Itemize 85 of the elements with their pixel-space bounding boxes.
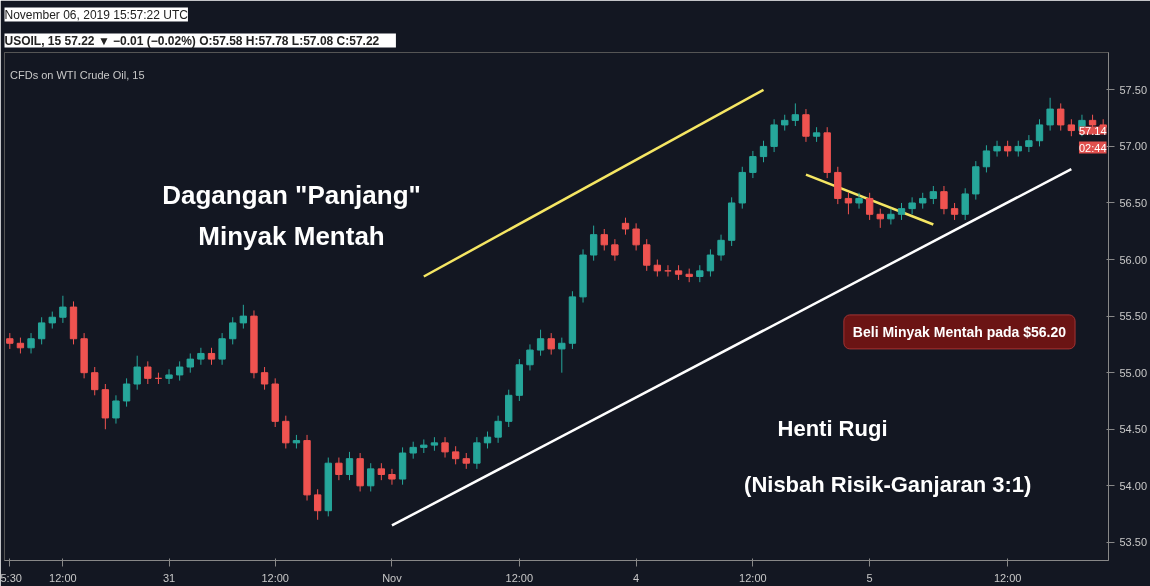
candlestick xyxy=(589,225,598,262)
candlestick xyxy=(175,360,184,382)
candlestick xyxy=(1057,102,1065,132)
candlestick xyxy=(165,368,173,385)
candlestick xyxy=(59,295,67,324)
y-tick-label: 57.00 xyxy=(1119,140,1148,153)
x-tick-label: 4 xyxy=(633,571,640,584)
candlestick xyxy=(844,192,853,215)
y-tick-label: 57.50 xyxy=(1119,83,1148,96)
chart-title: November 06, 2019 15:57:22 UTC xyxy=(4,7,189,22)
candlestick xyxy=(664,264,672,278)
candlestick xyxy=(982,144,991,173)
candlestick xyxy=(441,436,449,459)
candlestick xyxy=(494,415,502,444)
candlestick xyxy=(940,185,948,215)
annotation: Henti Rugi xyxy=(777,415,888,441)
candlestick xyxy=(112,394,120,425)
candlestick xyxy=(335,457,343,481)
candlestick xyxy=(929,185,938,205)
candlestick xyxy=(367,462,375,492)
candlestick xyxy=(229,316,237,345)
candlestick xyxy=(239,304,248,330)
annotation: (Nisbah Risik-Ganjaran 3:1) xyxy=(744,471,1032,497)
candlestick xyxy=(600,228,608,251)
y-tick-label: 55.50 xyxy=(1119,310,1148,323)
candlestick xyxy=(865,192,874,221)
candlestick xyxy=(526,343,534,371)
candlestick xyxy=(961,187,969,221)
annotation: Dagangan "Panjang" Minyak Mentah xyxy=(162,179,421,252)
x-tick-label: 12:00 xyxy=(505,571,534,584)
candlestick xyxy=(632,222,640,251)
candlestick xyxy=(547,332,555,356)
y-tick-label: 56.00 xyxy=(1119,253,1148,266)
candlestick xyxy=(451,445,460,465)
candlestick xyxy=(643,238,651,272)
candlestick xyxy=(908,196,916,215)
candlestick xyxy=(260,366,269,391)
candlestick xyxy=(802,108,810,143)
y-tick-label: 56.50 xyxy=(1119,196,1148,209)
y-tick-label: 54.00 xyxy=(1119,479,1148,492)
candlestick xyxy=(133,355,141,391)
x-tick-label: 5 xyxy=(866,571,873,584)
candlestick xyxy=(749,150,757,179)
x-tick-label: Nov xyxy=(382,571,403,584)
candlestick xyxy=(282,415,290,449)
candlestick xyxy=(993,140,1001,158)
candlestick xyxy=(37,316,46,345)
x-tick-label: 12:00 xyxy=(739,571,767,584)
annotation: CFDs on WTI Crude Oil, 15 xyxy=(10,69,145,82)
candlestick xyxy=(473,436,481,470)
x-tick-label: 12:00 xyxy=(993,571,1022,584)
candlestick xyxy=(1046,97,1054,132)
annotation: 02:44 xyxy=(1078,141,1107,154)
candlestick xyxy=(313,488,322,521)
x-tick-label: 12:00 xyxy=(261,571,289,584)
candlestick xyxy=(27,332,35,354)
x-tick-label: 5:30 xyxy=(0,571,22,584)
candlestick xyxy=(144,360,152,385)
y-tick-label: 54.50 xyxy=(1119,423,1148,436)
candlestick xyxy=(218,332,226,366)
candlestick xyxy=(122,377,131,408)
candlestick xyxy=(186,352,194,374)
y-tick-label: 55.00 xyxy=(1119,366,1148,379)
candlestick xyxy=(706,248,715,278)
x-tick-label: 12:00 xyxy=(49,571,77,584)
candlestick xyxy=(717,234,725,262)
candlestick xyxy=(855,192,863,210)
candlestick xyxy=(887,208,895,225)
candlestick xyxy=(345,451,354,481)
candlestick xyxy=(759,140,768,163)
candlestick xyxy=(1025,134,1033,153)
candlestick xyxy=(197,347,205,366)
y-tick-label: 53.50 xyxy=(1119,536,1148,549)
candlestick xyxy=(876,208,884,229)
candlestick xyxy=(388,468,396,486)
candlestick xyxy=(611,238,619,262)
candlestick xyxy=(558,337,566,374)
candlestick xyxy=(791,102,800,127)
candlestick xyxy=(536,329,545,357)
chart-subtitle: USOIL, 15 57.22 ▼ −0.01 (−0.02%) O:57.58 H:57.78 L:57.08 C:57.22 xyxy=(4,33,380,48)
candlestick xyxy=(1035,118,1044,147)
candlestick xyxy=(770,118,778,153)
annotation: Beli Minyak Mentah pada $56.20 xyxy=(852,323,1067,340)
candlestick xyxy=(91,366,99,396)
x-tick-label: 31 xyxy=(162,571,176,584)
